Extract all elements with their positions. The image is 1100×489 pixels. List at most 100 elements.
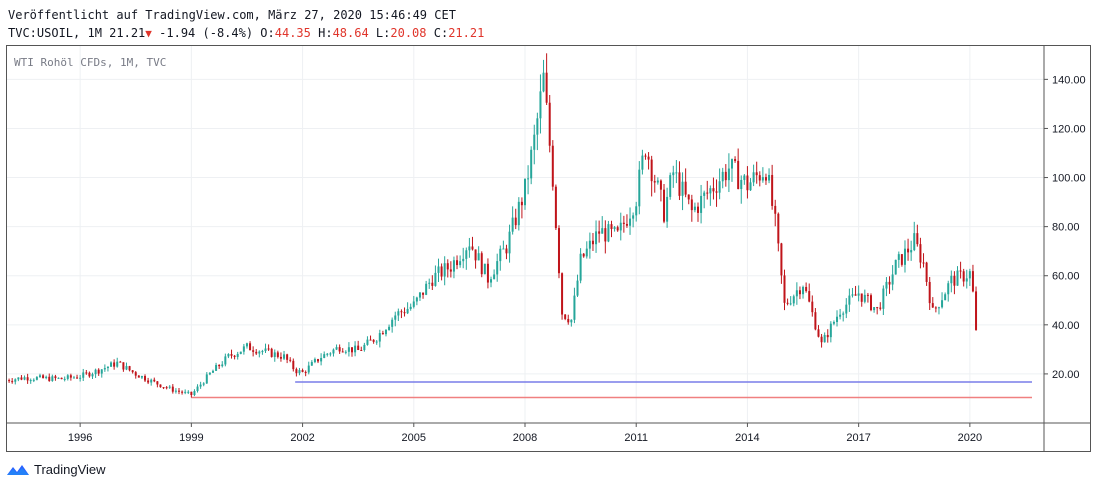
candle-down: [252, 350, 255, 352]
candle-down: [746, 175, 749, 191]
candle-up: [409, 306, 412, 309]
candle-down: [190, 391, 193, 396]
candle-up: [539, 91, 542, 119]
candle-up: [103, 368, 106, 370]
candle-up: [672, 172, 675, 176]
candle-up: [910, 250, 913, 253]
candle-down: [557, 228, 560, 274]
candle-up: [227, 354, 230, 357]
candle-up: [730, 159, 733, 169]
candle-up: [601, 228, 604, 234]
candle-down: [456, 260, 459, 266]
candle-up: [236, 353, 239, 357]
candle-down: [233, 355, 236, 357]
candle-up: [588, 240, 591, 249]
candle-down: [582, 253, 585, 257]
x-tick-label: 2011: [624, 432, 648, 444]
candle-up: [320, 357, 323, 362]
candle-up: [428, 282, 431, 284]
candle-up: [261, 351, 264, 353]
candle-up: [845, 304, 848, 314]
candle-up: [619, 222, 622, 231]
candle-down: [431, 282, 434, 286]
candle-down: [975, 291, 978, 330]
tradingview-logo[interactable]: TradingView: [6, 462, 106, 477]
candle-up: [307, 365, 310, 373]
candle-up: [38, 375, 41, 378]
candle-up: [536, 118, 539, 135]
candle-up: [391, 319, 394, 327]
candle-up: [795, 290, 798, 297]
price-chart[interactable]: 20.00 40.00 60.00 80.00 100.00 120.00 140.00 1…: [4, 45, 1091, 452]
candle-up: [752, 172, 755, 183]
candle-up: [110, 362, 113, 367]
candle-up: [613, 227, 616, 230]
x-tick-label: 2002: [290, 432, 314, 444]
candle-down: [866, 294, 869, 296]
candle-down: [381, 333, 384, 335]
candle-down: [900, 254, 903, 265]
candle-down: [350, 347, 354, 353]
candle-up: [851, 294, 854, 296]
candle-up: [656, 180, 659, 183]
candle-up: [326, 353, 329, 355]
candle-up: [174, 390, 177, 392]
candle-down: [369, 339, 372, 341]
candle-down: [715, 191, 718, 193]
candle-up: [839, 314, 842, 317]
high-label: H:: [318, 26, 333, 40]
candle-up: [675, 172, 678, 174]
candle-down: [811, 301, 814, 313]
candle-down: [165, 387, 168, 389]
candle-down: [907, 248, 910, 253]
candle-up: [35, 377, 38, 380]
candle-down: [696, 206, 700, 213]
candle-down: [551, 145, 554, 187]
candle-down: [931, 303, 934, 308]
candle-down: [777, 213, 780, 244]
candle-up: [168, 386, 171, 388]
grid-lines: [6, 45, 1044, 423]
y-tick-label: 120.00: [1052, 123, 1086, 135]
candle-down: [449, 269, 452, 272]
candle-up: [573, 295, 576, 320]
chart-title: WTI Rohöl CFDs, 1M, TVC: [14, 56, 166, 69]
candle-down: [869, 295, 873, 311]
candle-up: [669, 175, 672, 197]
candle-down: [798, 290, 801, 295]
candle-up: [709, 188, 712, 194]
candle-down: [548, 102, 551, 146]
candle-down: [137, 375, 140, 378]
candle-down: [876, 307, 879, 309]
candle-up: [508, 231, 511, 254]
candle-down: [786, 302, 789, 304]
candle-up: [700, 195, 703, 213]
chart-svg[interactable]: 20.00 40.00 60.00 80.00 100.00 120.00 140.00 1…: [4, 45, 1091, 452]
candle-down: [360, 349, 363, 351]
candle-up: [897, 254, 900, 260]
candle-up: [199, 384, 202, 387]
candle-down: [159, 384, 162, 388]
candle-up: [196, 386, 199, 392]
candle-down: [372, 339, 375, 342]
candle-up: [638, 169, 641, 207]
candle-up: [802, 286, 805, 295]
candle-down: [218, 364, 221, 367]
candle-down: [622, 222, 625, 224]
x-tick-label: 2017: [846, 432, 870, 444]
candle-up: [465, 250, 468, 259]
candle-up: [944, 294, 947, 301]
candle-up: [527, 178, 530, 180]
candle-up: [502, 248, 505, 250]
candle-up: [857, 293, 860, 296]
candle-down: [11, 381, 14, 383]
candle-down: [854, 294, 857, 296]
candle-down: [122, 362, 125, 370]
y-tick-label: 140.00: [1052, 74, 1086, 86]
candle-down: [561, 273, 564, 315]
candle-up: [425, 283, 428, 295]
candle-up: [313, 359, 316, 363]
candle-up: [749, 182, 752, 191]
candle-down: [292, 360, 295, 370]
candle-down: [520, 201, 523, 206]
